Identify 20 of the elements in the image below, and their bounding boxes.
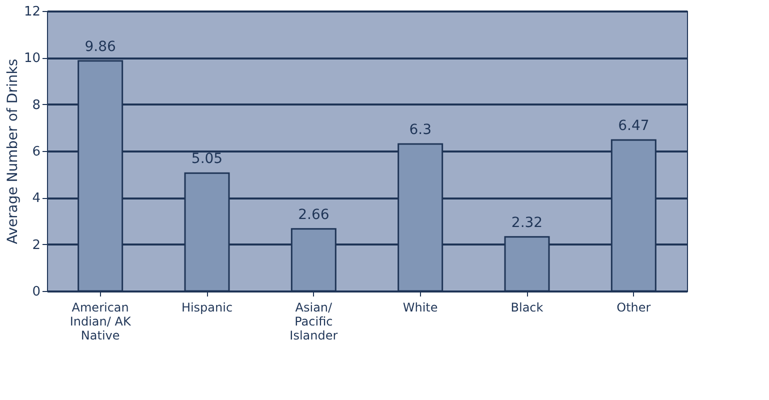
data-label: 2.32: [511, 214, 543, 231]
y-axis-title: Average Number of Drinks: [4, 58, 21, 244]
data-label: 9.86: [84, 38, 116, 55]
data-label: 6.3: [409, 122, 432, 138]
y-tick-label: 10: [24, 51, 40, 66]
y-tick-label: 12: [24, 4, 40, 20]
data-label: 6.47: [618, 118, 650, 134]
y-tick-label: 4: [32, 191, 40, 206]
data-label: 5.05: [191, 151, 223, 168]
y-tick-label: 8: [32, 98, 40, 113]
x-tick-label: American Indian/ AK Native: [70, 300, 132, 342]
y-tick-label: 2: [32, 238, 40, 253]
y-tick-label: 0: [32, 284, 40, 300]
x-tick-label: Black: [510, 300, 544, 314]
x-tick-label: Asian/ Pacific Islander: [290, 300, 338, 342]
x-tick-label: Other: [616, 300, 651, 314]
y-tick-label: 6: [32, 144, 40, 160]
x-tick-label: White: [402, 300, 438, 314]
x-tick-label: Hispanic: [181, 300, 233, 314]
data-label: 2.66: [298, 206, 330, 223]
